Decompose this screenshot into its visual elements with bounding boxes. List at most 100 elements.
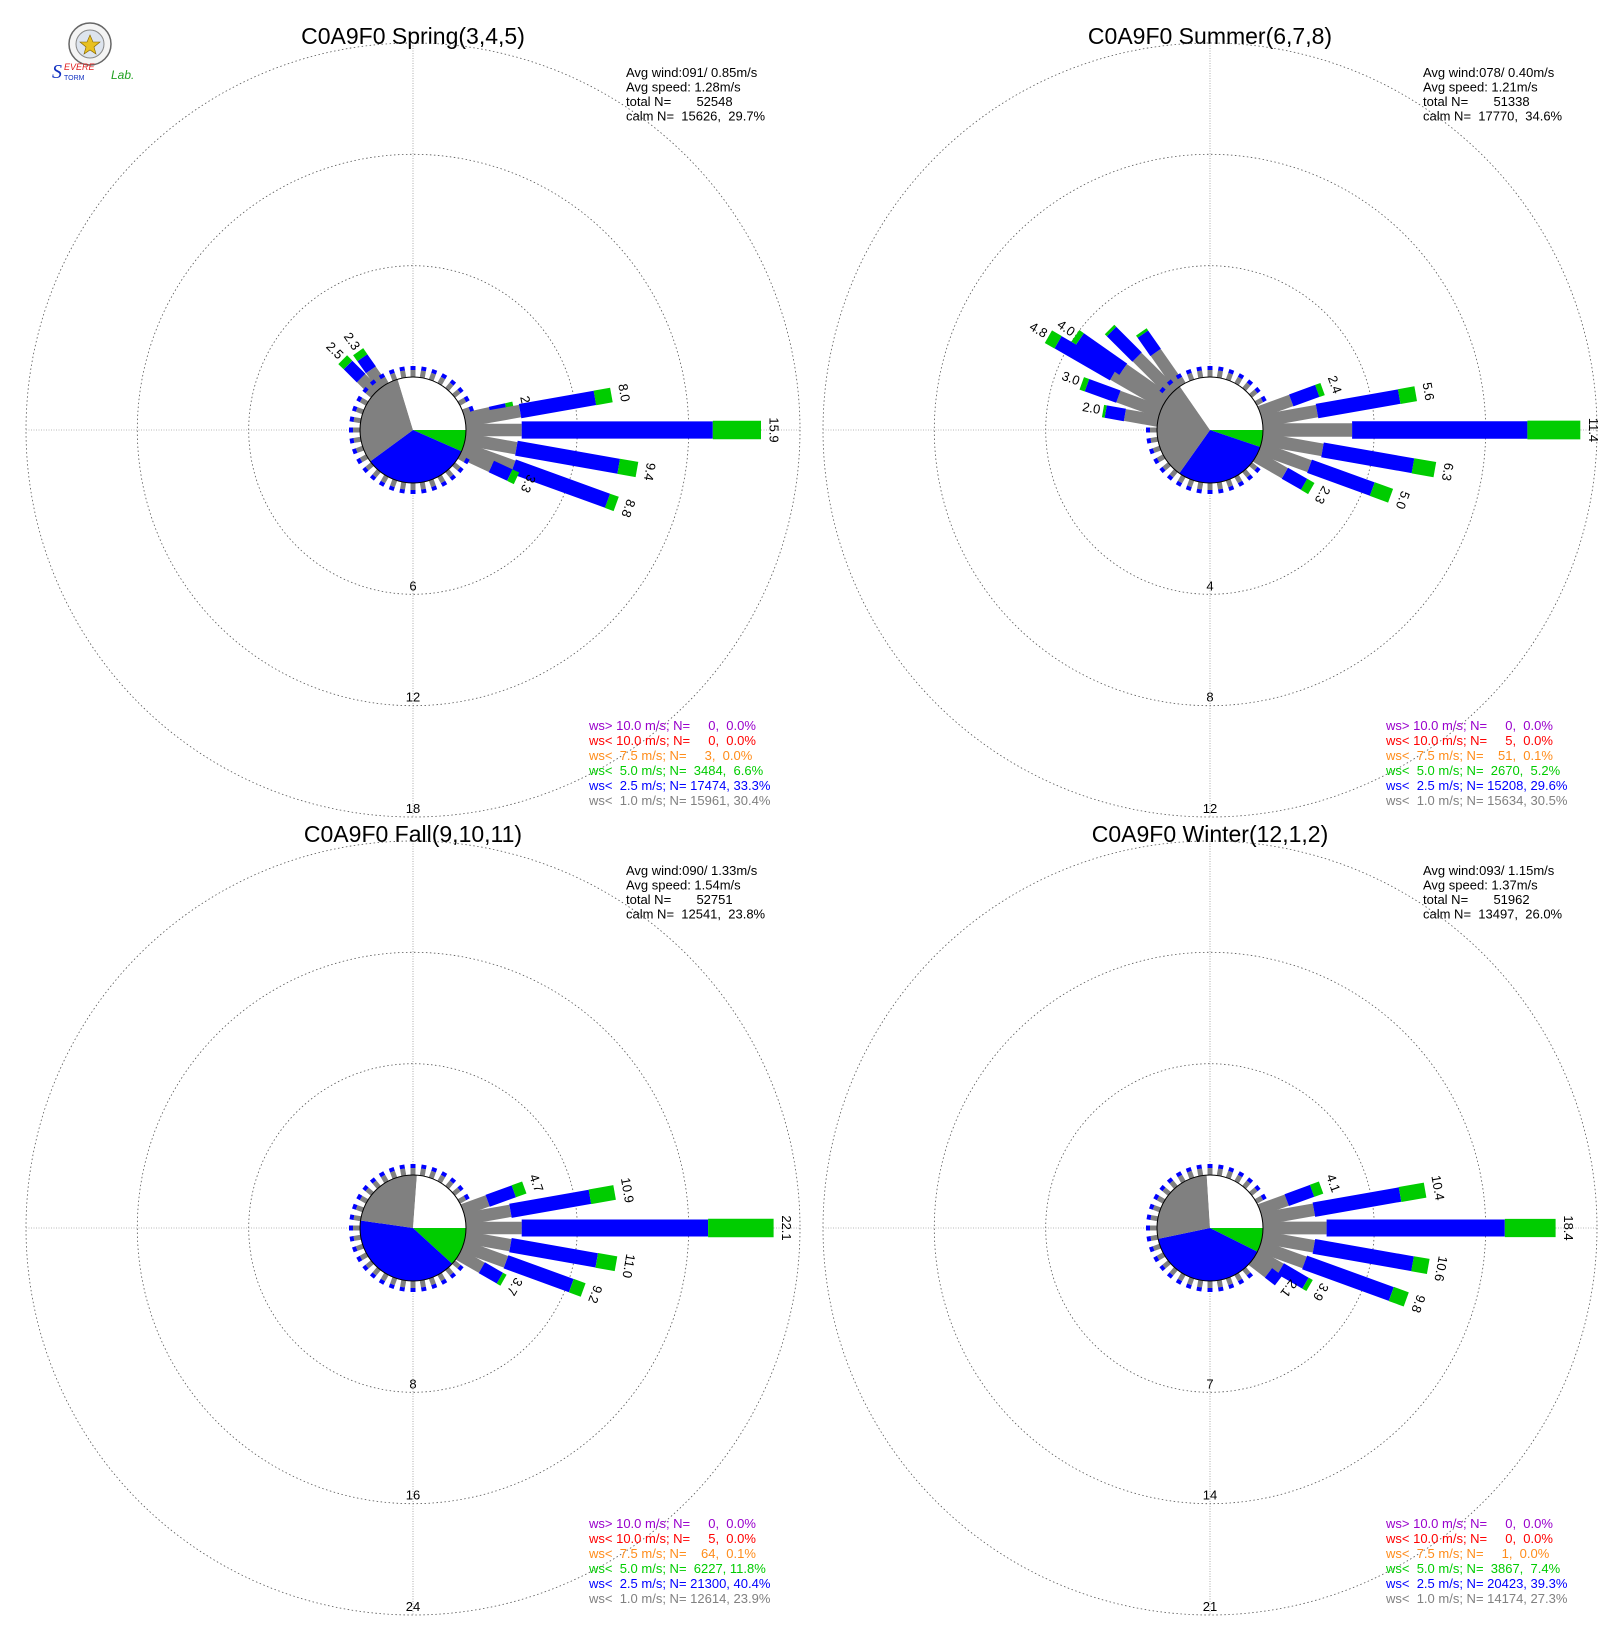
petal-gray-segment <box>458 446 494 472</box>
fringe-gray-segment <box>359 397 369 406</box>
legend-entry: ws< 10.0 m/s; N= 0, 0.0% <box>1385 1531 1553 1546</box>
stat-calm: calm N= 15626, 29.7% <box>626 109 766 124</box>
logo-star-icon <box>79 34 101 55</box>
petal-value-label: 4.1 <box>1323 1172 1343 1194</box>
petal-green-segment <box>338 355 353 370</box>
petal-gray-segment <box>1261 404 1319 427</box>
fringe-gray-segment <box>1152 1243 1162 1251</box>
fringe-blue-segment <box>349 416 355 422</box>
fringe-gray-segment <box>1216 1168 1223 1177</box>
stat-avg-wind: Avg wind:078/ 0.40m/s <box>1423 65 1555 80</box>
fringe-gray-segment <box>359 1252 369 1261</box>
petal-blue-segment <box>1076 333 1128 375</box>
fringe-gray-segment <box>428 372 436 382</box>
range-ring <box>25 840 801 1616</box>
fringe-gray-segment <box>1177 474 1186 484</box>
fringe-blue-segment <box>1159 1184 1166 1192</box>
petal-blue-segment <box>1315 389 1401 419</box>
petal-gray-segment <box>1263 423 1353 437</box>
petal-gray-segment <box>356 373 380 397</box>
fringe-blue-segment <box>1196 1286 1202 1292</box>
petal-gray-segment <box>1261 432 1324 457</box>
calm-circle-outline <box>359 376 467 484</box>
legend-entry: ws< 1.0 m/s; N= 12614, 23.9% <box>588 1591 771 1606</box>
fringe-blue-segment <box>1228 485 1235 491</box>
fringe-gray-segment <box>410 1168 416 1175</box>
fringe-gray-segment <box>1150 436 1159 443</box>
petal-green-segment <box>1300 478 1315 495</box>
legend-entry: ws< 5.0 m/s; N= 3867, 7.4% <box>1385 1561 1561 1576</box>
fringe-gray-segment <box>437 376 446 386</box>
fringe-blue-segment <box>1196 1164 1202 1170</box>
petal-blue-segment <box>1321 442 1415 474</box>
fringe-gray-segment <box>1242 469 1251 478</box>
fringe-blue-segment <box>1246 474 1254 481</box>
fringe-gray-segment <box>365 389 374 398</box>
petal-value-label: 11.4 <box>1586 418 1601 442</box>
petal-green-segment <box>1504 1218 1556 1238</box>
petal-value-label: 4.7 <box>526 1172 546 1194</box>
stat-avg-speed: Avg speed: 1.21m/s <box>1423 80 1538 95</box>
fringe-gray-segment <box>1234 1174 1243 1184</box>
fringe-gray-segment <box>400 370 407 379</box>
petal-green-segment <box>1079 377 1090 392</box>
fringe-blue-segment <box>1218 1164 1224 1170</box>
petal-blue-segment <box>1326 1219 1505 1237</box>
fringe-blue-segment <box>1149 1246 1155 1253</box>
petal-blue-segment <box>515 440 620 474</box>
fringe-blue-segment <box>349 438 355 444</box>
petal-value-label: 2.3 <box>1312 483 1334 506</box>
fringe-blue-segment <box>421 366 427 372</box>
fringe-blue-segment <box>431 485 438 491</box>
fringe-blue-segment <box>1218 366 1224 372</box>
fringe-gray-segment <box>1207 370 1213 377</box>
fringe-blue-segment <box>369 1177 377 1184</box>
calm-pie-blue-slice <box>359 1220 453 1282</box>
fringe-gray-segment <box>1177 1272 1186 1282</box>
calm-circle-outline <box>359 1174 467 1282</box>
petal-blue-segment <box>1281 467 1308 490</box>
fringe-gray-segment <box>1197 370 1204 379</box>
fringe-gray-segment <box>1177 376 1186 386</box>
fringe-blue-segment <box>349 1214 355 1220</box>
fringe-gray-segment <box>1234 1272 1243 1282</box>
petal-gray-segment <box>1110 368 1168 409</box>
petal-value-label: 3.9 <box>1310 1280 1332 1303</box>
fringe-gray-segment <box>1169 382 1178 391</box>
legend-entry: ws< 10.0 m/s; N= 5, 0.0% <box>588 1531 756 1546</box>
fringe-gray-segment <box>380 1272 389 1282</box>
fringe-blue-segment <box>378 1171 386 1178</box>
petal-gray-segment <box>1257 1240 1307 1269</box>
fringe-blue-segment <box>468 405 474 412</box>
petal-blue-segment <box>1312 1187 1402 1217</box>
petal-green-segment <box>1101 404 1107 418</box>
petal-gray-segment <box>460 1240 509 1268</box>
fringe-blue-segment <box>356 1193 363 1201</box>
fringe-blue-segment <box>1166 379 1174 386</box>
fringe-blue-segment <box>1166 474 1174 481</box>
fringe-gray-segment <box>1169 1180 1178 1189</box>
panel-title: C0A9F0 Fall(9,10,11) <box>304 821 522 847</box>
fringe-blue-segment <box>463 1193 470 1201</box>
fringe-blue-segment <box>1185 369 1192 375</box>
fringe-gray-segment <box>390 1276 398 1286</box>
petal-value-label: 15.9 <box>767 417 782 442</box>
fringe-gray-segment <box>461 407 471 415</box>
fringe-blue-segment <box>1207 366 1213 370</box>
fringe-blue-segment <box>1146 438 1152 444</box>
fringe-gray-segment <box>445 1267 454 1276</box>
fringe-blue-segment <box>1254 386 1261 394</box>
stat-avg-speed: Avg speed: 1.37m/s <box>1423 878 1538 893</box>
legend-entry: ws< 5.0 m/s; N= 3484, 6.6% <box>588 763 764 778</box>
petal-gray-segment <box>1257 442 1312 473</box>
fringe-gray-segment <box>1187 1170 1195 1180</box>
petal-green-segment <box>1315 383 1325 397</box>
fringe-blue-segment <box>449 1177 457 1184</box>
fringe-blue-segment <box>1185 1167 1192 1173</box>
petal-blue-segment <box>1277 1263 1309 1289</box>
petal-blue-segment <box>1352 421 1528 439</box>
legend-entry: ws> 10.0 m/s; N= 0, 0.0% <box>1385 1516 1553 1531</box>
fringe-gray-segment <box>1197 481 1204 490</box>
fringe-gray-segment <box>1197 1168 1204 1177</box>
